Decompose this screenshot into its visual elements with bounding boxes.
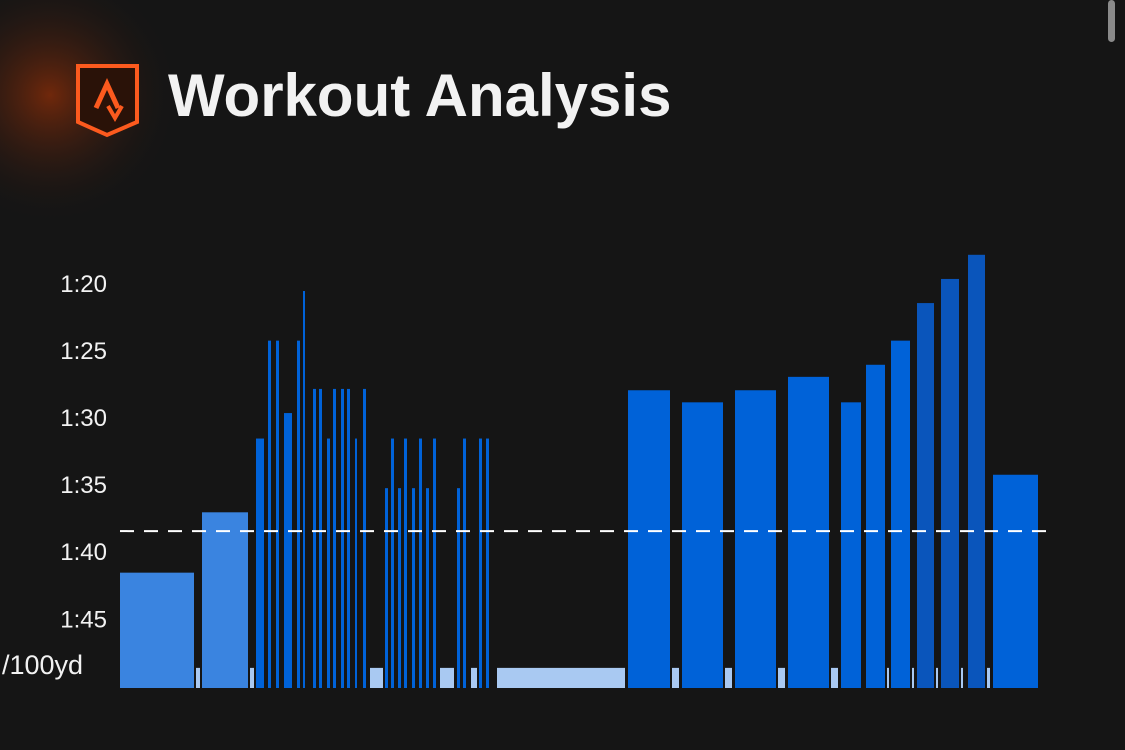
rest-bar [936, 667, 938, 688]
interval-bar [319, 388, 322, 688]
interval-bar [347, 388, 350, 688]
interval-bar [303, 291, 305, 688]
y-tick-label: 1:40 [60, 539, 107, 566]
interval-bar [327, 438, 330, 688]
rest-bar [196, 667, 200, 688]
interval-bar [628, 390, 670, 688]
interval-bar [341, 388, 344, 688]
interval-bar [682, 402, 723, 688]
interval-bar [398, 488, 401, 688]
interval-bar [479, 438, 482, 688]
rest-bar [440, 667, 454, 688]
interval-bar [333, 388, 336, 688]
interval-bar [355, 438, 357, 688]
interval-bar [391, 438, 394, 688]
interval-bar [433, 438, 436, 688]
interval-bar [313, 388, 316, 688]
interval-bar [412, 488, 415, 688]
scrollbar[interactable] [1108, 0, 1115, 42]
interval-bar [788, 376, 829, 688]
interval-bar [457, 488, 460, 688]
rest-bar [471, 667, 477, 688]
interval-bar [993, 474, 1038, 688]
interval-bar [120, 572, 194, 688]
app-icon [76, 64, 139, 138]
interval-bar [841, 402, 861, 688]
page-title: Workout Analysis [168, 62, 671, 129]
interval-bar [941, 278, 959, 688]
interval-bar [866, 364, 885, 688]
interval-bar [968, 254, 985, 689]
interval-bar [284, 413, 292, 688]
interval-bar [419, 438, 422, 688]
interval-bar [426, 488, 429, 688]
interval-bar [735, 390, 776, 688]
rest-bar [831, 667, 838, 688]
interval-bar [297, 340, 300, 688]
rest-bar [250, 667, 254, 688]
y-tick-label: 1:35 [60, 472, 107, 499]
interval-bar [917, 303, 934, 688]
rest-bar [961, 667, 963, 688]
rest-bar [912, 667, 914, 688]
interval-bar [463, 438, 466, 688]
interval-bar [276, 340, 279, 688]
y-tick-label: 1:20 [60, 271, 107, 298]
rest-bar [725, 667, 732, 688]
rest-bar [672, 667, 679, 688]
y-tick-label: 1:25 [60, 338, 107, 365]
interval-bar [363, 388, 366, 688]
interval-bar [202, 512, 248, 688]
interval-bar [268, 340, 271, 688]
interval-bar [404, 438, 407, 688]
interval-bar [891, 340, 910, 688]
rest-bar [370, 667, 383, 688]
rest-bar [778, 667, 785, 688]
y-tick-label: 1:30 [60, 405, 107, 432]
rest-bar [987, 667, 990, 688]
interval-bar [256, 438, 264, 688]
interval-bar [385, 488, 388, 688]
rest-bar [887, 667, 889, 688]
y-tick-label: 1:45 [60, 606, 107, 633]
interval-bar [486, 438, 489, 688]
y-unit-label: /100yd [2, 650, 83, 680]
rest-bar [497, 667, 625, 688]
